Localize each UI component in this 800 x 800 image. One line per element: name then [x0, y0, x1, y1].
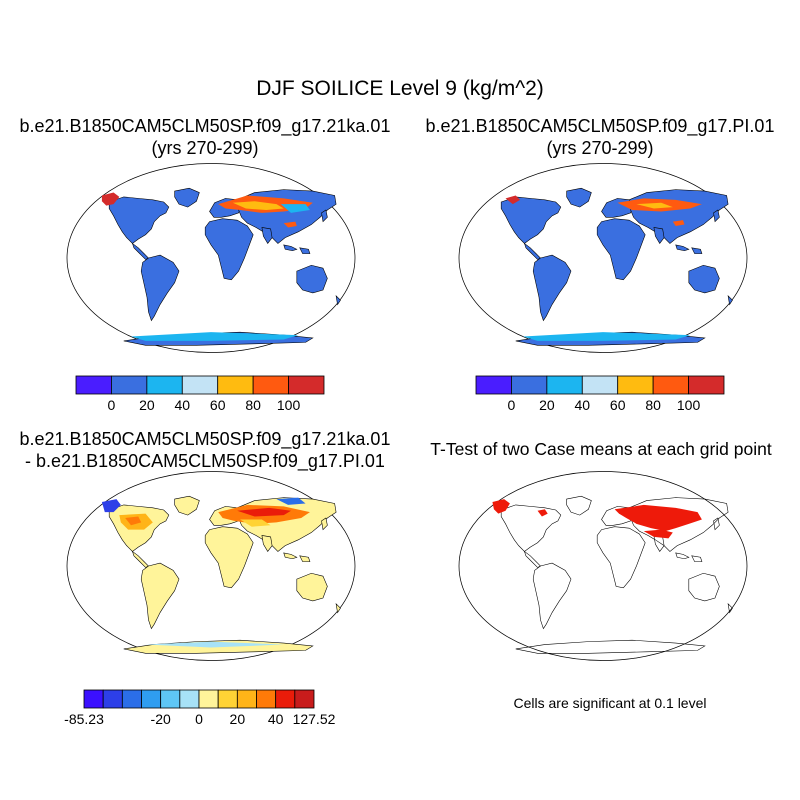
panel-4-title: T-Test of two Case means at each grid po…	[430, 439, 772, 459]
panel-3-title-line2: - b.e21.B1850CAM5CLM50SP.f09_g17.PI.01	[25, 451, 385, 471]
map-panel-3	[66, 471, 356, 661]
panel-3-title: b.e21.B1850CAM5CLM50SP.f09_g17.21ka.01 -…	[0, 428, 410, 472]
colorbar-3-tick-label: 0	[195, 711, 203, 727]
colorbar-1-tick-label: 60	[210, 397, 226, 413]
colorbar-2-swatch	[688, 375, 725, 395]
colorbar-3-tick-label: -20	[151, 711, 171, 727]
colorbar-3-swatch	[121, 689, 142, 709]
colorbar-3-tick-label: 40	[268, 711, 284, 727]
panel-2-title-line1: b.e21.B1850CAM5CLM50SP.f09_g17.PI.01	[425, 116, 775, 136]
colorbar-1-swatch	[146, 375, 183, 395]
colorbar-1-swatch	[111, 375, 148, 395]
colorbar-3-swatch	[256, 689, 277, 709]
colorbar-panel-1: 0 20 40 60 80 100	[75, 375, 325, 413]
colorbar-3-tick-label: 20	[230, 711, 246, 727]
colorbar-3-swatch	[294, 689, 315, 709]
colorbar-1-tick-label: 80	[245, 397, 261, 413]
colorbar-2-tick-label: 80	[645, 397, 661, 413]
colorbar-3-swatch	[198, 689, 219, 709]
ice-patches-panel-1	[101, 192, 313, 341]
colorbar-1-swatch	[288, 375, 325, 395]
panel-2-title: b.e21.B1850CAM5CLM50SP.f09_g17.PI.01 (yr…	[395, 115, 800, 159]
colorbar-2-tick-label: 100	[677, 397, 701, 413]
colorbar-2-swatch	[581, 375, 619, 395]
colorbar-2-swatch	[511, 375, 548, 395]
panel-2-title-line2: (yrs 270-299)	[546, 138, 654, 158]
colorbar-3-tick-label: 127.52	[293, 711, 336, 727]
colorbar-2-tick-label: 40	[575, 397, 591, 413]
colorbar-3-swatch	[236, 689, 257, 709]
colorbar-3-swatch	[141, 689, 162, 709]
colorbar-1-swatch	[75, 375, 112, 395]
colorbar-1-swatch	[252, 375, 289, 395]
map-panel-4	[458, 471, 748, 661]
map-panel-2	[458, 163, 748, 353]
colorbar-3-swatch	[179, 689, 200, 709]
colorbar-1-tick-label: 0	[108, 397, 116, 413]
colorbar-1-tick-label: 20	[139, 397, 155, 413]
colorbar-2-swatch	[617, 375, 654, 395]
colorbar-panel-3: -85.23 -20 0 20 40 127.52	[64, 689, 336, 727]
colorbar-panel-2: 0 20 40 60 80 100	[475, 375, 725, 413]
colorbar-1-swatch	[181, 375, 219, 395]
colorbar-3-swatch	[160, 689, 181, 709]
colorbar-1-tick-label: 100	[277, 397, 301, 413]
colorbar-2-swatch	[475, 375, 512, 395]
colorbar-1-tick-label: 40	[175, 397, 191, 413]
ice-patches-panel-2	[505, 195, 702, 341]
colorbar-2-tick-label: 0	[508, 397, 516, 413]
colorbar-3-swatch	[217, 689, 238, 709]
panel-3-title-line1: b.e21.B1850CAM5CLM50SP.f09_g17.21ka.01	[19, 429, 391, 449]
significance-note: Cells are significant at 0.1 level	[513, 695, 707, 711]
colorbar-2-swatch	[546, 375, 583, 395]
panel-1-title-line1: b.e21.B1850CAM5CLM50SP.f09_g17.21ka.01	[19, 116, 391, 136]
colorbar-3-swatch	[275, 689, 296, 709]
difference-patches-panel-3	[101, 497, 310, 648]
colorbar-2-tick-label: 20	[539, 397, 555, 413]
colorbar-2-tick-label: 60	[610, 397, 626, 413]
colorbar-3-swatch	[102, 689, 123, 709]
colorbar-1-swatch	[217, 375, 254, 395]
panel-1-title: b.e21.B1850CAM5CLM50SP.f09_g17.21ka.01 (…	[0, 115, 410, 159]
map-panel-1	[66, 163, 356, 353]
panel-1-title-line2: (yrs 270-299)	[151, 138, 259, 158]
colorbar-3-tick-label: -85.23	[64, 711, 104, 727]
colorbar-3-swatch	[83, 689, 104, 709]
figure-title: DJF SOILICE Level 9 (kg/m^2)	[256, 77, 544, 100]
colorbar-2-swatch	[652, 375, 689, 395]
